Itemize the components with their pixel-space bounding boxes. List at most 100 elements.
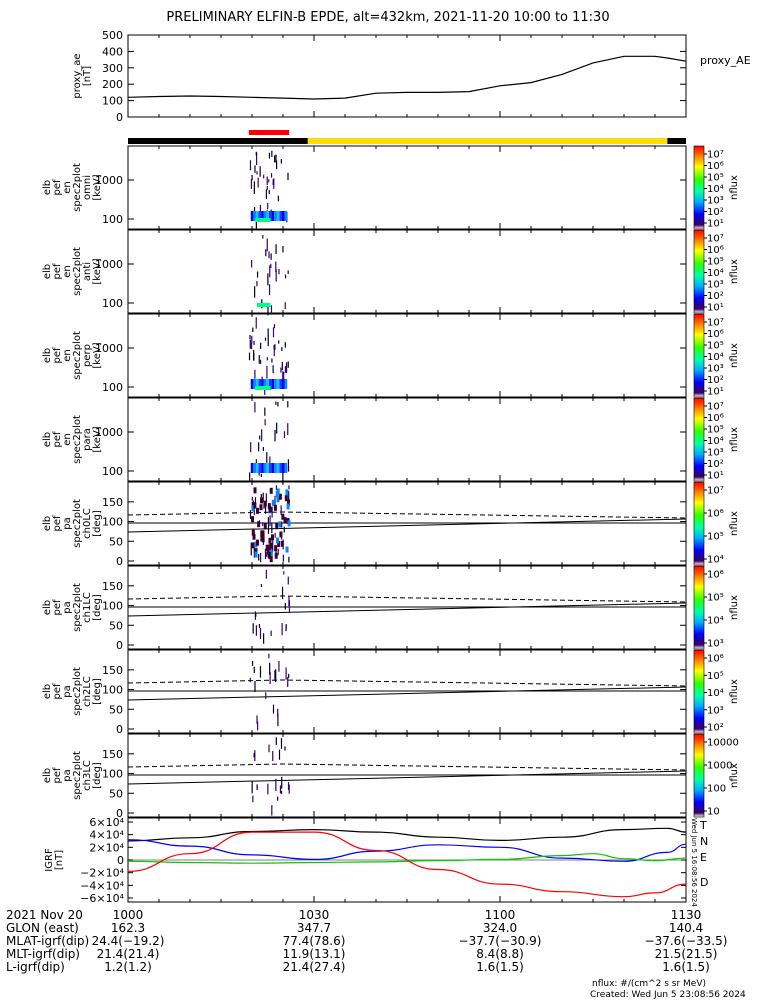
spec-y-tick-label: 150 — [102, 496, 123, 509]
spec-ylabel-ch1LC-line: pa — [62, 601, 73, 613]
ephem-row-label: 2021 Nov 20 — [6, 908, 83, 922]
spec-ylabel-anti-line: anti — [82, 262, 93, 281]
spec-streak — [269, 515, 271, 527]
spec-streak — [266, 365, 268, 379]
spec-streak — [275, 669, 277, 683]
spec-cell — [261, 463, 264, 473]
igrf-line-N — [127, 839, 687, 862]
spec-ylabel-omni: elb pef en spec2plot omni [keV] — [42, 163, 103, 212]
spec-ylabel-para-line: en — [62, 433, 73, 446]
spec-frame-omni — [127, 145, 687, 230]
spec-streak — [273, 324, 276, 329]
igrf-y-tick-label: 2×10⁴ — [89, 841, 124, 854]
ae-y-tick-label: 100 — [102, 95, 123, 108]
ae-y-tick-label: 400 — [102, 45, 123, 58]
spec-streak — [271, 150, 273, 157]
spec-ylabel-perp-line: spec2plot — [72, 331, 83, 380]
spec-y-tick-label: 100 — [102, 465, 123, 478]
spec-y-tick-label: 100 — [102, 213, 123, 226]
spec-cell — [250, 211, 254, 221]
cbar-label: nflux — [729, 511, 740, 536]
spec-streak — [284, 342, 286, 348]
ephem-row-label: MLT-igrf(dip) — [6, 947, 80, 961]
spec-streak — [284, 602, 286, 610]
spec-streak — [253, 507, 255, 515]
spec-streak — [277, 708, 279, 717]
spec-streak — [275, 548, 277, 554]
ephem-row-label: L-igrf(dip) — [6, 960, 65, 974]
spec-streak — [284, 274, 287, 279]
spec-streak — [285, 623, 287, 629]
spec-cell — [255, 211, 259, 221]
spec-cell — [254, 551, 258, 558]
spec-streak — [251, 781, 253, 794]
spec-y-tick-label: 100 — [102, 297, 123, 310]
cbar-label-text: nflux — [729, 259, 740, 284]
spec-streak — [268, 744, 270, 753]
spec-streak — [256, 715, 258, 724]
spec-ylabel-omni-line: [keV] — [92, 174, 103, 200]
igrf-legend-N: N — [700, 835, 708, 848]
spec-frame-anti — [127, 229, 687, 314]
spec-streak — [267, 517, 270, 524]
spec-cell — [276, 211, 280, 221]
spec-cell — [260, 497, 264, 504]
x-tick-label: 1030 — [299, 908, 330, 922]
spec-ylabel-omni-line: en — [62, 181, 73, 194]
spec-ylabel-ch0LC-line: [deg] — [92, 510, 103, 537]
spec-cell — [283, 517, 287, 524]
igrf-legend-E: E — [700, 851, 707, 864]
spec-streak — [252, 623, 254, 634]
spec-cell — [255, 218, 271, 222]
spec-streak — [273, 345, 275, 349]
spec-cell — [251, 501, 255, 508]
spec-cell — [276, 537, 280, 544]
cbar-tick-label: 10² — [707, 459, 724, 470]
spec-streak — [283, 371, 285, 381]
spec-streak — [253, 546, 255, 558]
cbar-tick-label: 10⁶ — [707, 570, 724, 581]
spec-streak — [277, 548, 279, 556]
status-segment — [128, 138, 308, 144]
created-note: Created: Wed Jun 5 23:08:56 2024 — [590, 990, 746, 1000]
spec-y-tick-label: 50 — [109, 535, 123, 548]
spec-streak — [284, 302, 286, 310]
status-segment — [667, 138, 686, 144]
spec-streak — [253, 666, 255, 674]
cbar-tick-label: 10³ — [707, 639, 724, 650]
spec-cell — [282, 211, 285, 221]
ae-y-tick-label: 300 — [102, 62, 123, 75]
cbar-label-text: nflux — [729, 511, 740, 536]
spec-streak — [249, 510, 252, 519]
spec-cell — [268, 379, 272, 389]
cbar-tick-label: 10² — [707, 207, 724, 218]
spec-cell — [258, 379, 262, 389]
spec-cell — [268, 463, 272, 473]
spec-y-tick-label: 100 — [102, 684, 123, 697]
spec-streak — [287, 172, 289, 181]
cbar-tick-label: 10⁴ — [707, 436, 724, 447]
losscone-line — [127, 602, 687, 617]
spec-y-tick-label: 1000 — [95, 174, 123, 187]
spec-ylabel-anti-line: spec2plot — [72, 247, 83, 296]
ae-ylabel: proxy_ae [nT] — [72, 53, 93, 98]
ephem-value: 1.6(1.5) — [662, 960, 710, 974]
spec-streak — [283, 526, 285, 533]
spec-ylabel-ch2LC-line: [deg] — [92, 678, 103, 705]
spec-streak — [281, 361, 283, 371]
spec-cell — [269, 556, 273, 563]
spec-streak — [270, 263, 272, 268]
spec-ylabel-ch0LC: elb pef pa spec2plot ch0LC [deg] — [42, 499, 103, 548]
cbar-label: nflux — [729, 763, 740, 788]
spec-cell — [253, 379, 256, 389]
spec-streak — [287, 466, 290, 472]
igrf-y-tick-label: 0 — [117, 854, 124, 867]
cbar-tick-label: 10 — [707, 807, 720, 818]
spec-streak — [277, 195, 279, 202]
spec-cell — [282, 463, 285, 473]
losscone-dashed — [127, 679, 687, 687]
spec-cell — [258, 463, 262, 473]
spec-ylabel-ch1LC-line: [deg] — [92, 594, 103, 621]
spec-cell — [279, 531, 283, 538]
